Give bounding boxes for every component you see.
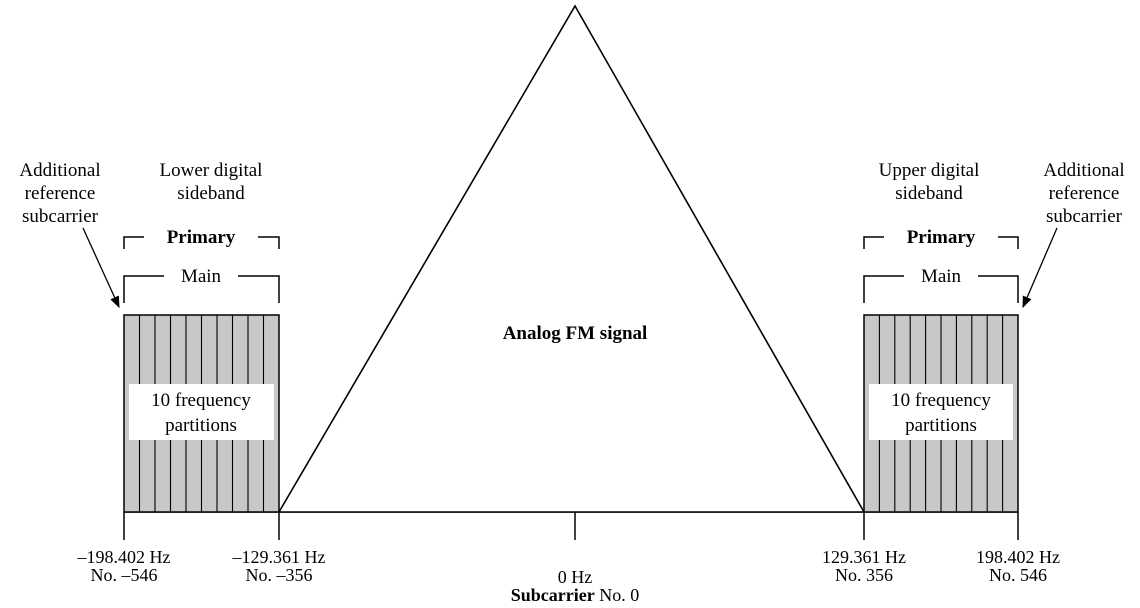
tick-freq-lower-ref: –198.402 Hz bbox=[77, 547, 171, 567]
lower-partitions-label-bg bbox=[129, 384, 274, 440]
lower-ref-label-line3: subcarrier bbox=[22, 206, 99, 227]
tick-no-lower-edge: No. –356 bbox=[246, 565, 313, 585]
lower-ref-arrow bbox=[82, 227, 120, 309]
upper-main-label: Main bbox=[921, 266, 962, 287]
upper-main-bracket bbox=[863, 275, 1019, 303]
lower-ref-label-line2: reference bbox=[25, 183, 96, 204]
tick-freq-lower-edge: –129.361 Hz bbox=[232, 547, 326, 567]
lower-partitions-label-line1: 10 frequency bbox=[151, 390, 251, 411]
upper-sideband-title-line1: Upper digital bbox=[879, 160, 980, 181]
upper-partitions-label-line1: 10 frequency bbox=[891, 390, 991, 411]
upper-partitions-label-bg bbox=[869, 384, 1013, 440]
axis-tick-marks bbox=[123, 512, 1019, 540]
tick-no-lower-ref: No. –546 bbox=[91, 565, 158, 585]
lower-sideband-title-line1: Lower digital bbox=[160, 160, 263, 181]
lower-main-label: Main bbox=[181, 266, 222, 287]
upper-sideband-block: 10 frequency partitions bbox=[863, 314, 1019, 513]
lower-sideband-title-line2: sideband bbox=[177, 183, 245, 204]
lower-sideband-block: 10 frequency partitions bbox=[123, 314, 280, 513]
upper-ref-label-line3: subcarrier bbox=[1046, 206, 1123, 227]
analog-fm-label: Analog FM signal bbox=[503, 323, 648, 344]
tick-no-upper-edge: No. 356 bbox=[835, 565, 893, 585]
tick-no-upper-ref: No. 546 bbox=[989, 565, 1047, 585]
lower-main-bracket bbox=[123, 275, 280, 303]
tick-freq-upper-ref: 198.402 Hz bbox=[976, 547, 1060, 567]
upper-primary-label: Primary bbox=[907, 227, 976, 248]
upper-ref-label-line2: reference bbox=[1049, 183, 1120, 204]
upper-ref-arrow bbox=[1022, 227, 1058, 309]
upper-partitions-label-line2: partitions bbox=[905, 415, 977, 436]
tick-freq-center: 0 Hz bbox=[558, 567, 593, 587]
analog-fm-triangle bbox=[277, 4, 866, 513]
upper-primary-bracket bbox=[863, 236, 1019, 249]
subcarrier-number: No. 0 bbox=[595, 585, 640, 605]
upper-ref-label-line1: Additional bbox=[1043, 160, 1124, 181]
lower-partitions-label-line2: partitions bbox=[165, 415, 237, 436]
subcarrier-word: Subcarrier bbox=[511, 585, 595, 605]
upper-sideband-title-line2: sideband bbox=[895, 183, 963, 204]
lower-ref-label-line1: Additional bbox=[19, 160, 100, 181]
tick-no-center: Subcarrier No. 0 bbox=[511, 585, 639, 605]
tick-freq-upper-edge: 129.361 Hz bbox=[822, 547, 906, 567]
lower-primary-bracket bbox=[123, 236, 280, 249]
lower-primary-label: Primary bbox=[167, 227, 236, 248]
